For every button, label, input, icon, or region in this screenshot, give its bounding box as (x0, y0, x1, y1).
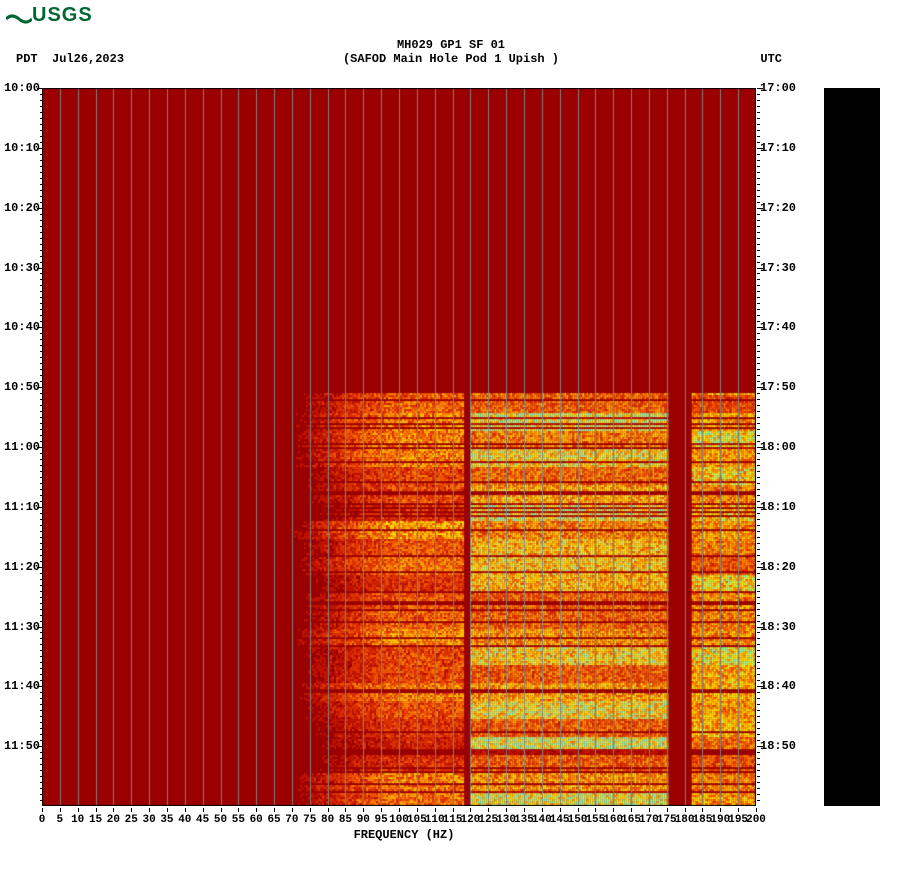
header-right: UTC (760, 52, 782, 66)
title-line1: MH029 GP1 SF 01 (0, 38, 902, 52)
x-tick-label: 40 (178, 814, 191, 826)
x-tick-label: 170 (639, 814, 659, 826)
y-left-label: 10:30 (0, 261, 40, 275)
x-tick-label: 100 (389, 814, 409, 826)
x-tick-label: 125 (478, 814, 498, 826)
x-tick-label: 90 (357, 814, 370, 826)
x-tick-label: 120 (460, 814, 480, 826)
x-tick-label: 95 (375, 814, 388, 826)
x-tick-label: 150 (568, 814, 588, 826)
y-left-label: 11:20 (0, 560, 40, 574)
x-tick-label: 145 (550, 814, 570, 826)
x-tick-label: 135 (514, 814, 534, 826)
x-tick-label: 70 (285, 814, 298, 826)
colorbar (824, 88, 880, 806)
y-right-label: 17:20 (760, 201, 804, 215)
x-tick-label: 140 (532, 814, 552, 826)
y-right-label: 17:10 (760, 141, 804, 155)
x-tick-label: 130 (496, 814, 516, 826)
y-right-label: 17:30 (760, 261, 804, 275)
x-axis-title: FREQUENCY (HZ) (42, 828, 766, 842)
y-right-label: 18:30 (760, 620, 804, 634)
y-left-label: 10:50 (0, 380, 40, 394)
y-left-label: 10:40 (0, 320, 40, 334)
y-right-label: 18:40 (760, 679, 804, 693)
x-axis: FREQUENCY (HZ) 0510152025303540455055606… (42, 808, 766, 838)
spectrogram-plot (42, 88, 756, 806)
x-tick-label: 55 (232, 814, 245, 826)
x-tick-label: 0 (39, 814, 46, 826)
x-tick-label: 60 (250, 814, 263, 826)
y-left-label: 10:10 (0, 141, 40, 155)
x-tick-label: 80 (321, 814, 334, 826)
y-right-label: 18:00 (760, 440, 804, 454)
usgs-logo: USGS (6, 4, 93, 27)
x-tick-label: 5 (57, 814, 64, 826)
x-tick-label: 75 (303, 814, 316, 826)
x-tick-label: 115 (443, 814, 463, 826)
x-tick-label: 195 (728, 814, 748, 826)
x-tick-label: 200 (746, 814, 766, 826)
x-tick-label: 10 (71, 814, 84, 826)
x-tick-label: 15 (89, 814, 102, 826)
x-tick-label: 175 (657, 814, 677, 826)
y-left-label: 11:50 (0, 739, 40, 753)
date-label: Jul26,2023 (52, 52, 124, 66)
y-left-label: 11:30 (0, 620, 40, 634)
x-tick-label: 190 (710, 814, 730, 826)
x-tick-label: 185 (693, 814, 713, 826)
y-left-label: 11:10 (0, 500, 40, 514)
x-tick-label: 25 (125, 814, 138, 826)
y-left-label: 10:20 (0, 201, 40, 215)
y-left-label: 11:00 (0, 440, 40, 454)
y-axis-right: 17:0017:1017:2017:3017:4017:5018:0018:10… (760, 88, 804, 806)
y-left-label: 10:00 (0, 81, 40, 95)
y-left-label: 11:40 (0, 679, 40, 693)
header-left: PDT Jul26,2023 (16, 52, 124, 66)
y-right-label: 18:50 (760, 739, 804, 753)
x-tick-label: 155 (585, 814, 605, 826)
y-right-label: 18:20 (760, 560, 804, 574)
tz-left: PDT (16, 52, 38, 66)
spectrogram-canvas (42, 88, 756, 806)
x-tick-label: 35 (160, 814, 173, 826)
x-tick-label: 85 (339, 814, 352, 826)
x-tick-label: 20 (107, 814, 120, 826)
x-tick-label: 50 (214, 814, 227, 826)
x-tick-label: 180 (675, 814, 695, 826)
y-right-label: 17:40 (760, 320, 804, 334)
y-right-label: 18:10 (760, 500, 804, 514)
x-tick-label: 110 (425, 814, 445, 826)
x-tick-label: 165 (621, 814, 641, 826)
y-right-label: 17:50 (760, 380, 804, 394)
y-right-label: 17:00 (760, 81, 804, 95)
logo-text: USGS (32, 4, 93, 26)
x-tick-label: 45 (196, 814, 209, 826)
x-tick-label: 30 (142, 814, 155, 826)
x-tick-label: 105 (407, 814, 427, 826)
x-tick-label: 160 (603, 814, 623, 826)
y-axis-left: 10:0010:1010:2010:3010:4010:5011:0011:10… (0, 88, 40, 806)
x-tick-label: 65 (267, 814, 280, 826)
tz-right: UTC (760, 52, 782, 66)
